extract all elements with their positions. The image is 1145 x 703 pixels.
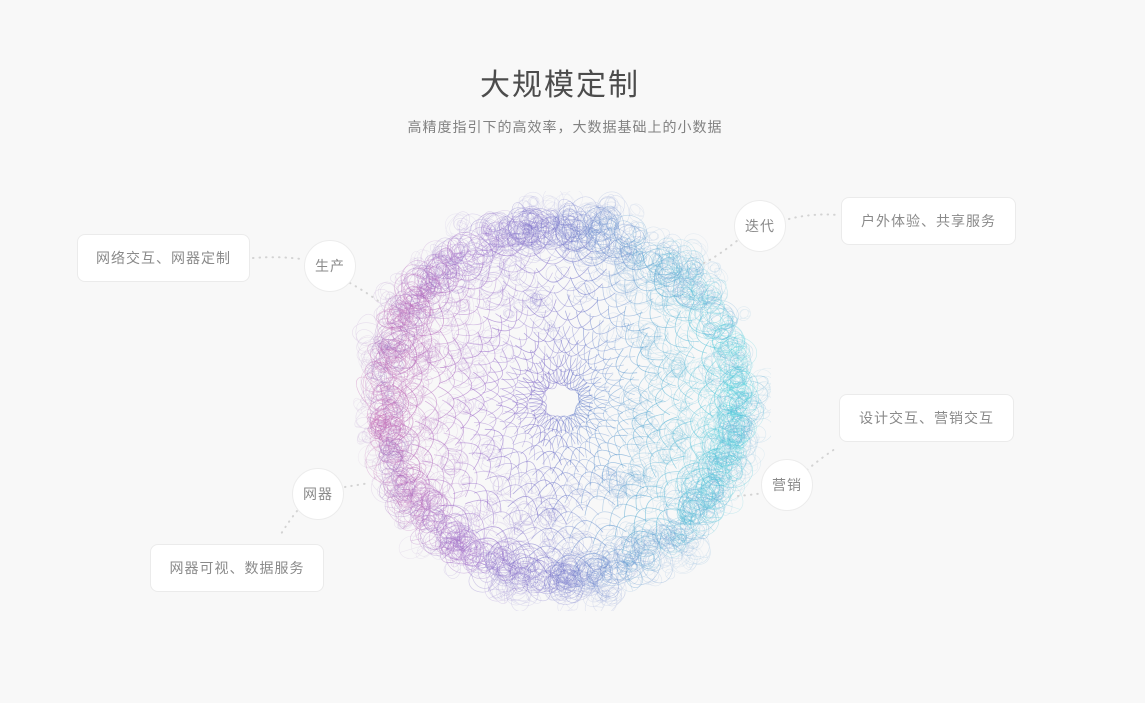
page-subtitle: 高精度指引下的高效率，大数据基础上的小数据 xyxy=(407,119,723,135)
card-label: 网络交互、网器定制 xyxy=(96,250,231,266)
card-label: 网器可视、数据服务 xyxy=(169,560,305,576)
card-label: 户外体验、共享服务 xyxy=(861,213,996,229)
node-netdevice: 网器 xyxy=(292,468,344,520)
card-device-visual: 网器可视、数据服务 xyxy=(150,544,324,592)
card-network-interaction: 网络交互、网器定制 xyxy=(77,234,250,282)
node-marketing: 营销 xyxy=(761,459,813,511)
node-iteration: 迭代 xyxy=(734,200,786,252)
node-label: 迭代 xyxy=(745,218,775,234)
sphere-visualization xyxy=(351,191,771,611)
connector-dotted-line xyxy=(252,256,302,260)
page-title: 大规模定制 xyxy=(480,69,640,102)
card-outdoor-experience: 户外体验、共享服务 xyxy=(841,197,1016,245)
node-label: 营销 xyxy=(772,477,802,493)
card-design-interaction: 设计交互、营销交互 xyxy=(839,394,1014,442)
node-production: 生产 xyxy=(304,240,356,292)
node-label: 网器 xyxy=(303,486,333,502)
node-label: 生产 xyxy=(315,258,345,274)
connector-dotted-line xyxy=(788,213,839,220)
connector-dotted-line xyxy=(806,448,836,471)
connector-dotted-line xyxy=(280,510,298,535)
card-label: 设计交互、营销交互 xyxy=(859,410,994,426)
